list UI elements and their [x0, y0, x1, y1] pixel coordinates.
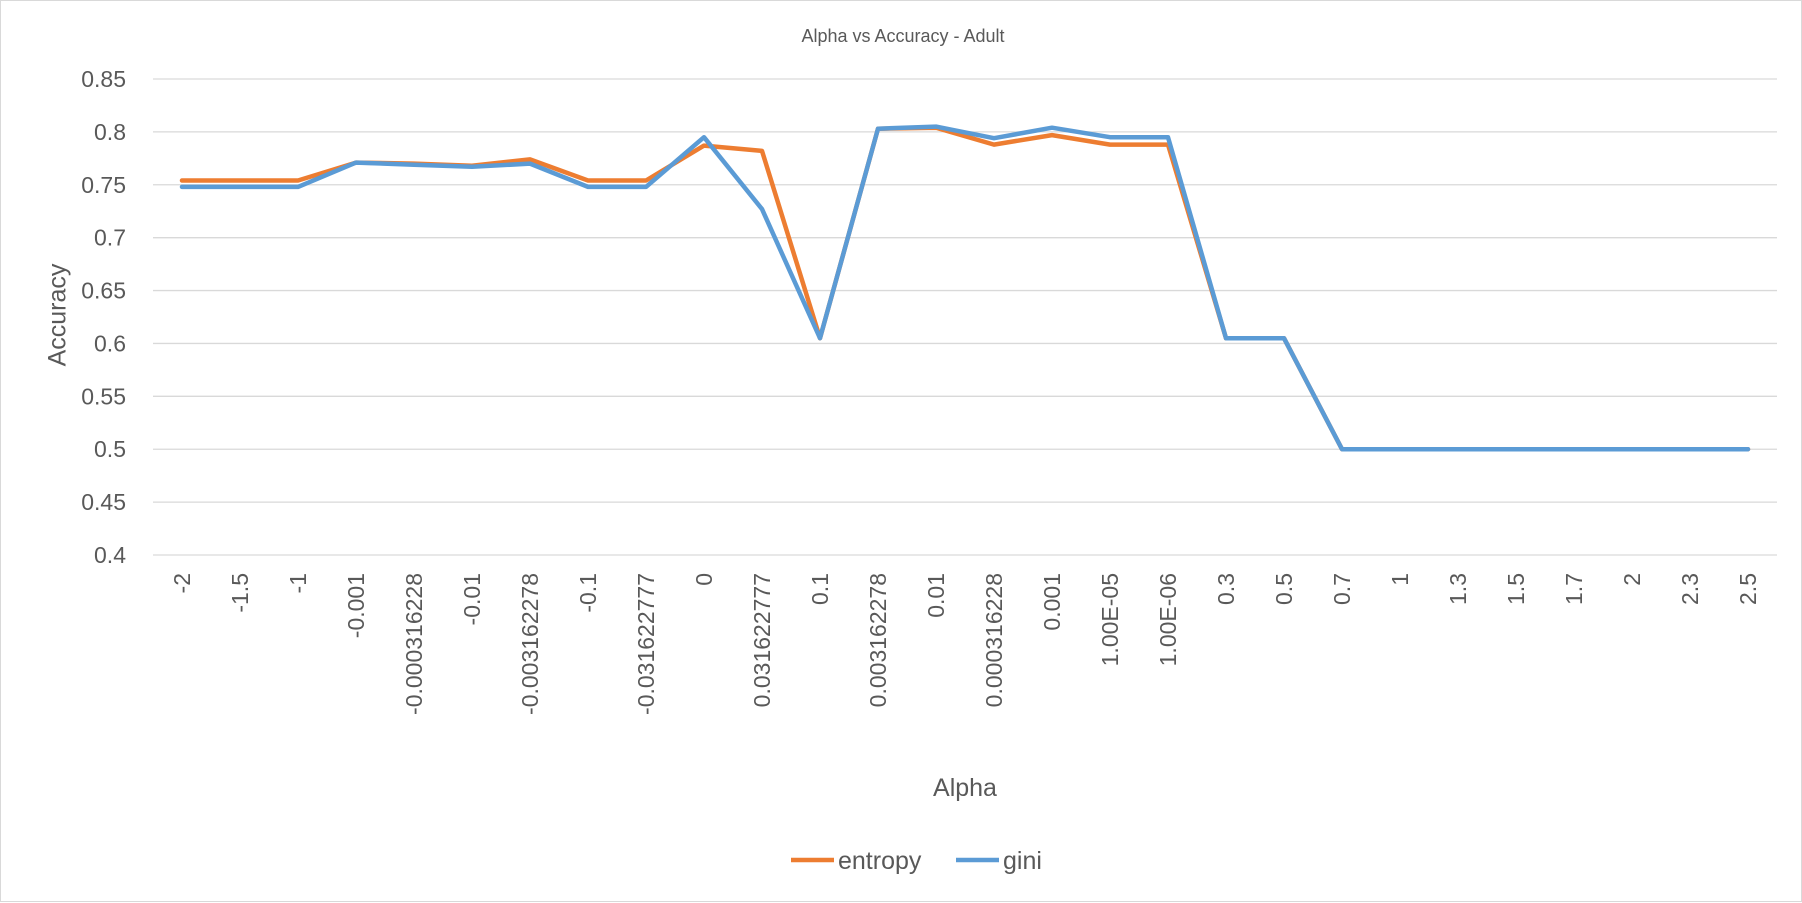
x-tick-label: 0.7	[1329, 573, 1355, 605]
gridlines	[153, 78, 1777, 556]
y-axis-label: Accuracy	[44, 263, 72, 366]
y-tick-label: 0.8	[94, 119, 126, 145]
x-tick-label: 0	[691, 573, 717, 586]
y-tick-label: 0.45	[81, 489, 126, 515]
x-tick-label: 0.000316228	[981, 573, 1007, 707]
x-tick-label: -1.5	[227, 573, 253, 613]
x-tick-label: -0.1	[575, 573, 601, 613]
series-line-entropy	[179, 125, 1751, 452]
x-tick-label: -0.01	[459, 573, 485, 625]
y-tick-label: 0.6	[94, 330, 126, 356]
x-tick-label: -1	[285, 573, 311, 593]
legend-label-entropy: entropy	[838, 847, 922, 875]
x-tick-label: 2.3	[1677, 573, 1703, 605]
x-tick-label: 1.7	[1561, 573, 1587, 605]
y-tick-label: 0.75	[81, 172, 126, 198]
x-tick-label: 2	[1619, 573, 1645, 586]
x-tick-label: 0.001	[1039, 573, 1065, 631]
x-tick-label: 1	[1387, 573, 1413, 586]
series-line-gini	[179, 124, 1751, 452]
x-tick-label: 0.031622777	[749, 573, 775, 707]
legend: entropy gini	[791, 847, 1042, 875]
x-tick-label: 0.003162278	[865, 573, 891, 707]
series-lines	[179, 124, 1751, 452]
y-tick-label: 0.4	[94, 542, 126, 568]
x-tick-label: -0.001	[343, 573, 369, 638]
x-tick-label: 1.3	[1445, 573, 1471, 605]
x-axis-ticks: -2 -1.5 -1 -0.001 -0.000316228 -0.01 -0.003162…	[169, 573, 1761, 715]
x-tick-label: 0.5	[1271, 573, 1297, 605]
legend-label-gini: gini	[1003, 847, 1042, 875]
x-tick-label: 1.5	[1503, 573, 1529, 605]
y-axis-ticks: 0.4 0.45 0.5 0.55 0.6 0.65 0.7 0.75 0.8 0.85	[81, 66, 126, 568]
x-tick-label: -2	[169, 573, 195, 593]
x-tick-label: 0.3	[1213, 573, 1239, 605]
x-tick-label: -0.000316228	[401, 573, 427, 715]
x-tick-label: 0.1	[807, 573, 833, 605]
y-tick-label: 0.55	[81, 383, 126, 409]
y-tick-label: 0.5	[94, 436, 126, 462]
y-tick-label: 0.85	[81, 66, 126, 92]
y-tick-label: 0.7	[94, 225, 126, 251]
x-tick-label: 2.5	[1735, 573, 1761, 605]
x-tick-label: 1.00E-05	[1097, 573, 1123, 666]
x-tick-label: 1.00E-06	[1155, 573, 1181, 666]
y-tick-label: 0.65	[81, 278, 126, 304]
chart-title: Alpha vs Accuracy - Adult	[801, 26, 1004, 46]
x-tick-label: -0.031622777	[633, 573, 659, 715]
x-axis-label: Alpha	[933, 774, 997, 802]
x-tick-label: 0.01	[923, 573, 949, 618]
x-tick-label: -0.003162278	[517, 573, 543, 715]
